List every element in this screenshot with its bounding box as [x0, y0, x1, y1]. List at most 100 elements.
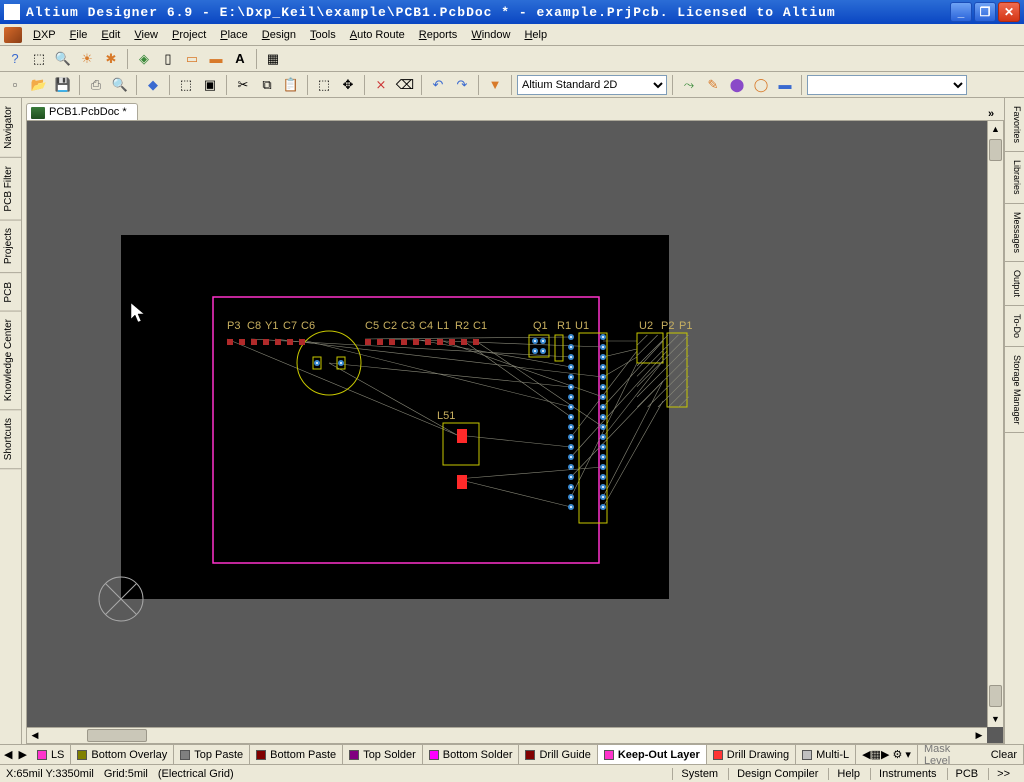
- nav-icon[interactable]: ◈: [133, 48, 155, 70]
- layer-tab-ls[interactable]: LS: [31, 745, 71, 764]
- layer-tab-multi-l[interactable]: Multi-L: [796, 745, 856, 764]
- view-mode-select[interactable]: Altium Standard 2D: [517, 75, 667, 95]
- help-icon[interactable]: ?: [4, 48, 26, 70]
- scroll-left-icon[interactable]: ◀: [27, 728, 43, 743]
- preview-icon[interactable]: 🔍: [109, 74, 131, 96]
- tabs-more-icon[interactable]: »: [982, 108, 1000, 120]
- status-panel-design-compiler[interactable]: Design Compiler: [728, 768, 826, 780]
- filter-icon[interactable]: ▼: [484, 74, 506, 96]
- zoom-icon[interactable]: 🔍: [52, 48, 74, 70]
- light-icon[interactable]: ☀: [76, 48, 98, 70]
- menu-auto-route[interactable]: Auto Route: [343, 27, 412, 43]
- right-tab-favorites[interactable]: Favorites: [1005, 98, 1024, 152]
- svg-text:L1: L1: [437, 320, 449, 332]
- pad-icon[interactable]: ◯: [750, 74, 772, 96]
- right-tab-messages[interactable]: Messages: [1005, 204, 1024, 262]
- select-icon[interactable]: ⬚: [313, 74, 335, 96]
- new-icon[interactable]: ▫: [4, 74, 26, 96]
- via-icon[interactable]: ⬤: [726, 74, 748, 96]
- layer-tab-keep-out-layer[interactable]: Keep-Out Layer: [598, 745, 707, 764]
- text-icon[interactable]: A: [229, 48, 251, 70]
- layer-tab-bottom-paste[interactable]: Bottom Paste: [250, 745, 343, 764]
- vertical-scrollbar[interactable]: ▲ ▼: [987, 121, 1003, 727]
- undo-icon[interactable]: ↶: [427, 74, 449, 96]
- horizontal-scrollbar[interactable]: ◀ ▶: [27, 727, 987, 743]
- open-icon[interactable]: 📂: [28, 74, 50, 96]
- cut-icon[interactable]: ✂: [232, 74, 254, 96]
- clear-button[interactable]: Clear: [985, 745, 1024, 764]
- status-panel--[interactable]: >>: [988, 768, 1018, 780]
- menu-bar: DXPFileEditViewProjectPlaceDesignToolsAu…: [0, 24, 1024, 46]
- deselect-icon[interactable]: ⨯: [370, 74, 392, 96]
- menu-file[interactable]: File: [63, 27, 95, 43]
- right-tab-to-do[interactable]: To-Do: [1005, 306, 1024, 347]
- layer-tab-bottom-solder[interactable]: Bottom Solder: [423, 745, 520, 764]
- unknown-icon[interactable]: ⬚: [28, 48, 50, 70]
- right-tab-storage-manager[interactable]: Storage Manager: [1005, 347, 1024, 434]
- minimize-button[interactable]: _: [950, 2, 972, 22]
- menu-tools[interactable]: Tools: [303, 27, 343, 43]
- layer-tab-drill-guide[interactable]: Drill Guide: [519, 745, 597, 764]
- gear-icon[interactable]: ✱: [100, 48, 122, 70]
- menu-dxp[interactable]: DXP: [26, 27, 63, 43]
- paste-icon[interactable]: 📋: [280, 74, 302, 96]
- left-tab-projects[interactable]: Projects: [0, 220, 21, 273]
- status-panel-help[interactable]: Help: [828, 768, 868, 780]
- altium-logo-icon: [4, 27, 22, 43]
- left-tab-pcb-filter[interactable]: PCB Filter: [0, 158, 21, 221]
- layer-tab-top-paste[interactable]: Top Paste: [174, 745, 250, 764]
- edit-route-icon[interactable]: ✎: [702, 74, 724, 96]
- scroll-thumb[interactable]: [87, 729, 147, 742]
- left-tab-knowledge-center[interactable]: Knowledge Center: [0, 311, 21, 410]
- menu-place[interactable]: Place: [213, 27, 255, 43]
- sheet-icon[interactable]: ▭: [181, 48, 203, 70]
- mask-level[interactable]: Mask Level: [918, 744, 985, 764]
- svg-text:C4: C4: [419, 320, 433, 332]
- menu-window[interactable]: Window: [464, 27, 517, 43]
- document-tab[interactable]: PCB1.PcbDoc *: [26, 103, 138, 120]
- doc-icon[interactable]: ▯: [157, 48, 179, 70]
- scroll-up-icon[interactable]: ▲: [988, 121, 1003, 137]
- layer-tab-top-solder[interactable]: Top Solder: [343, 745, 423, 764]
- layer-tools[interactable]: ◀▦▶ ⚙ ▾: [856, 745, 918, 764]
- layers-icon[interactable]: ◆: [142, 74, 164, 96]
- print-icon[interactable]: ⎙: [85, 74, 107, 96]
- status-panel-system[interactable]: System: [672, 768, 726, 780]
- close-button[interactable]: ✕: [998, 2, 1020, 22]
- copy-icon[interactable]: ⧉: [256, 74, 278, 96]
- clear-icon[interactable]: ⌫: [394, 74, 416, 96]
- component-select[interactable]: [807, 75, 967, 95]
- left-tab-shortcuts[interactable]: Shortcuts: [0, 410, 21, 469]
- menu-design[interactable]: Design: [255, 27, 303, 43]
- grid-icon[interactable]: ▦: [262, 48, 284, 70]
- save-icon[interactable]: 💾: [52, 74, 74, 96]
- move-icon[interactable]: ✥: [337, 74, 359, 96]
- redo-icon[interactable]: ↷: [451, 74, 473, 96]
- scroll-thumb[interactable]: [989, 685, 1002, 707]
- menu-project[interactable]: Project: [165, 27, 213, 43]
- right-tab-output[interactable]: Output: [1005, 262, 1024, 306]
- pcb-canvas[interactable]: P3C8Y1C7C6C5C2C3C4L1R2C1Q1R1U1U2P2P1L51 …: [26, 120, 1004, 744]
- zoom-fit-icon[interactable]: ▣: [199, 74, 221, 96]
- menu-view[interactable]: View: [127, 27, 165, 43]
- right-tab-libraries[interactable]: Libraries: [1005, 152, 1024, 204]
- status-panel-pcb[interactable]: PCB: [947, 768, 987, 780]
- menu-reports[interactable]: Reports: [412, 27, 465, 43]
- scroll-thumb[interactable]: [989, 139, 1002, 161]
- svg-text:P3: P3: [227, 320, 240, 332]
- fill-icon[interactable]: ▬: [774, 74, 796, 96]
- layer-tab-bottom-overlay[interactable]: Bottom Overlay: [71, 745, 174, 764]
- status-grid: Grid:5mil: [104, 768, 148, 780]
- scroll-right-icon[interactable]: ▶: [971, 728, 987, 743]
- layer-tab-drill-drawing[interactable]: Drill Drawing: [707, 745, 796, 764]
- zoom-area-icon[interactable]: ⬚: [175, 74, 197, 96]
- scroll-down-icon[interactable]: ▼: [988, 711, 1003, 727]
- maximize-button[interactable]: ❐: [974, 2, 996, 22]
- menu-edit[interactable]: Edit: [94, 27, 127, 43]
- folder-icon[interactable]: ▬: [205, 48, 227, 70]
- left-tab-navigator[interactable]: Navigator: [0, 98, 21, 158]
- left-tab-pcb[interactable]: PCB: [0, 274, 21, 312]
- status-panel-instruments[interactable]: Instruments: [870, 768, 944, 780]
- route-icon[interactable]: ⤳: [678, 74, 700, 96]
- menu-help[interactable]: Help: [517, 27, 554, 43]
